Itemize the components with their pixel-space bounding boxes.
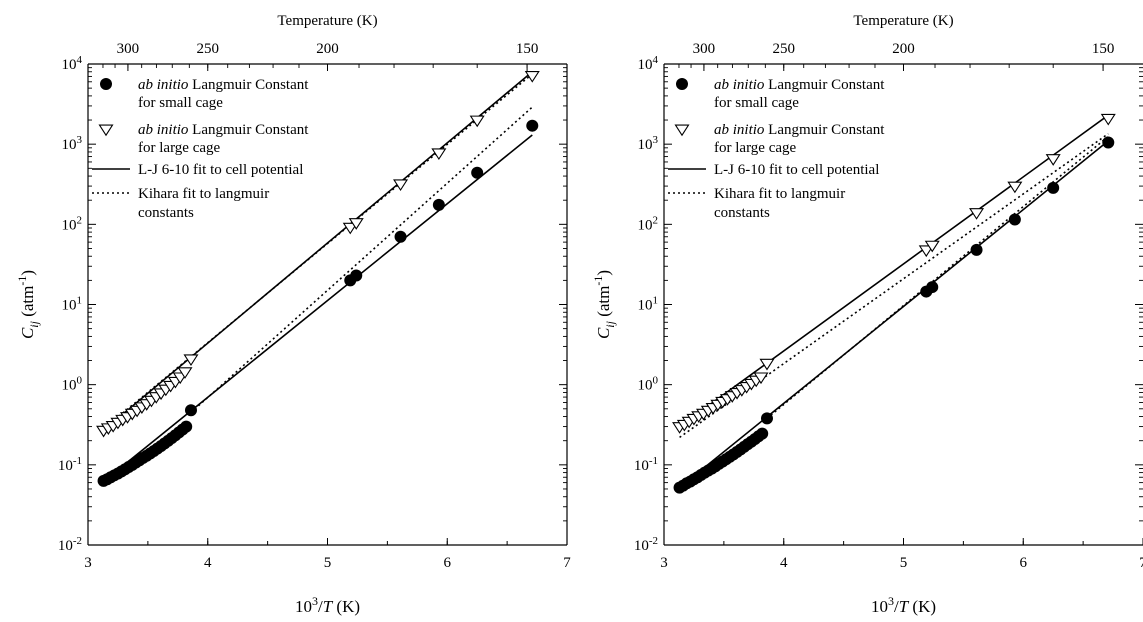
small-cage-point <box>432 198 445 211</box>
legend-label: L-J 6-10 fit to cell potential <box>138 162 303 178</box>
small-cage-point <box>394 230 407 243</box>
legend-label: ab initio Langmuir Constant <box>138 77 309 93</box>
large-cage-point <box>348 218 364 230</box>
x-tick-label: 3 <box>84 555 92 571</box>
y-tick-label: 101 <box>638 295 659 314</box>
large-cage-point <box>759 358 775 371</box>
legend-symbol-triangle <box>98 124 114 137</box>
large-cage-point <box>177 367 193 379</box>
legend-label-cont: for small cage <box>138 95 223 111</box>
large-cage-point <box>183 354 199 367</box>
top-tick-label: 300 <box>117 41 140 57</box>
small-cage-point <box>184 404 197 417</box>
y-tick-label: 102 <box>62 214 83 233</box>
y-tick-label: 104 <box>638 54 659 73</box>
large-cage-point <box>969 208 985 220</box>
legend-label: Kihara fit to langmuir <box>138 186 269 202</box>
y-tick-label: 10-1 <box>58 455 82 474</box>
top-axis-title: Temperature (K) <box>853 13 953 29</box>
x-tick-label: 5 <box>900 555 908 571</box>
top-axis-title: Temperature (K) <box>277 13 377 29</box>
large-cage-point <box>469 115 485 128</box>
y-tick-label: 10-2 <box>58 535 82 554</box>
top-tick-label: 150 <box>516 41 539 57</box>
legend-label-cont: for large cage <box>138 140 221 156</box>
kihara-fit-line <box>766 135 1109 419</box>
x-tick-label: 5 <box>324 555 332 571</box>
top-tick-label: 150 <box>1092 41 1115 57</box>
y-tick-label: 103 <box>62 134 83 153</box>
y-axis-title: Cij (atm-1) <box>591 270 617 339</box>
x-tick-label: 3 <box>660 555 668 571</box>
small-cage-point <box>471 166 484 179</box>
legend-label-cont: for large cage <box>714 140 797 156</box>
legend-label: L-J 6-10 fit to cell potential <box>714 162 879 178</box>
large-cage-point <box>524 70 540 83</box>
y-tick-label: 100 <box>638 375 659 394</box>
large-cage-point <box>342 222 358 235</box>
y-axis-title: Cij (atm-1) <box>15 270 41 339</box>
legend-label-cont: for small cage <box>714 95 799 111</box>
small-cage-point <box>926 281 939 294</box>
small-cage-point <box>756 427 769 440</box>
x-tick-label: 7 <box>1139 555 1143 571</box>
legend-label: ab initio Langmuir Constant <box>714 77 885 93</box>
x-tick-label: 6 <box>1020 555 1028 571</box>
large-cage-point <box>753 372 769 385</box>
kihara-fit-line <box>190 106 533 414</box>
x-tick-label: 7 <box>563 555 571 571</box>
legend-symbol-circle <box>100 78 112 90</box>
large-cage-point <box>1100 113 1116 126</box>
lj-fit-line <box>103 71 533 431</box>
y-tick-label: 10-2 <box>634 535 658 554</box>
small-cage-point <box>1102 136 1115 149</box>
y-tick-label: 103 <box>638 134 659 153</box>
small-cage-point <box>970 243 983 256</box>
y-tick-label: 102 <box>638 214 659 233</box>
top-tick-label: 200 <box>892 41 915 57</box>
x-tick-label: 4 <box>204 555 212 571</box>
y-tick-label: 100 <box>62 375 83 394</box>
y-tick-label: 10-1 <box>634 455 658 474</box>
small-cage-point <box>350 269 363 282</box>
legend-symbol-triangle <box>674 124 690 137</box>
large-cage-point <box>431 148 447 161</box>
large-cage-point <box>393 179 409 192</box>
small-cage-point <box>180 420 193 433</box>
y-tick-label: 101 <box>62 295 83 314</box>
x-axis-title: 103/T (K) <box>295 594 360 616</box>
large-cage-point <box>1045 154 1061 166</box>
legend-label: ab initio Langmuir Constant <box>714 122 885 138</box>
small-cage-point <box>1047 181 1060 194</box>
legend-label-cont: constants <box>138 205 194 221</box>
chart-panel-left: 3 4 5 6 7 10-2 10-1 100 101 102 103 104 300 250 200 150… <box>15 13 571 616</box>
lj-fit-line <box>103 134 533 483</box>
lj-fit-line <box>679 114 1109 428</box>
chart-panel-right: 3 4 5 6 7 10-2 10-1 100 101 102 103 104 300 250 200 150… <box>591 13 1143 616</box>
small-cage-point <box>1008 213 1021 226</box>
legend-label: Kihara fit to langmuir <box>714 186 845 202</box>
top-tick-label: 300 <box>693 41 716 57</box>
small-cage-point <box>526 119 539 132</box>
small-cage-point <box>760 412 773 425</box>
top-tick-label: 250 <box>773 41 796 57</box>
legend-label-cont: constants <box>714 205 770 221</box>
lj-fit-line <box>679 140 1109 489</box>
large-cage-point <box>918 245 934 258</box>
top-tick-label: 250 <box>197 41 220 57</box>
legend-label: ab initio Langmuir Constant <box>138 122 309 138</box>
x-tick-label: 6 <box>444 555 452 571</box>
y-tick-label: 104 <box>62 54 83 73</box>
x-tick-label: 4 <box>780 555 788 571</box>
large-cage-point <box>924 240 940 253</box>
top-tick-label: 200 <box>316 41 339 57</box>
x-axis-title: 103/T (K) <box>871 594 936 616</box>
legend-symbol-circle <box>676 78 688 90</box>
large-cage-point <box>1007 181 1023 194</box>
